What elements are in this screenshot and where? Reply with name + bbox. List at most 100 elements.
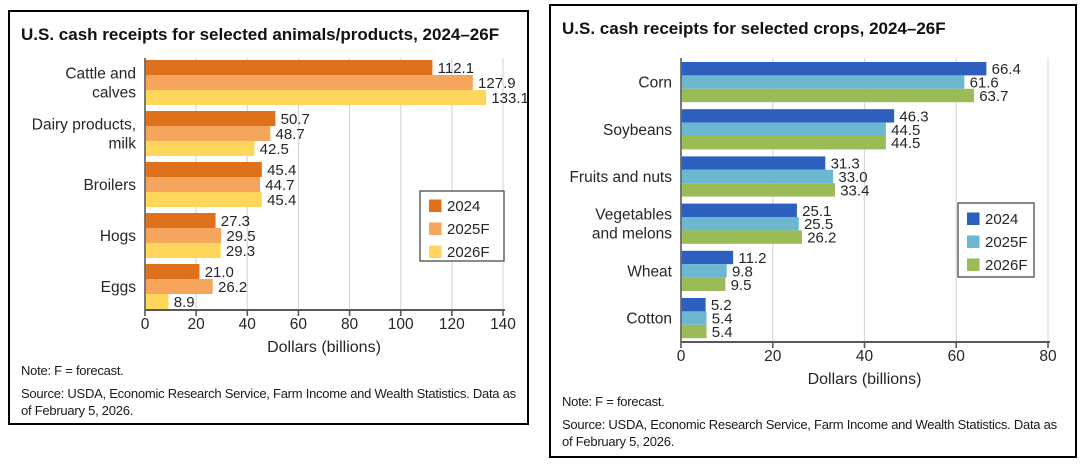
bar-value-label: 29.3 (226, 243, 255, 260)
x-axis-title: Dollars (billions) (808, 371, 922, 388)
bar-value-label: 50.7 (281, 111, 310, 128)
bar (145, 141, 255, 156)
bar-value-label: 61.6 (970, 75, 999, 92)
bar (681, 169, 834, 184)
animals-chart-title: U.S. cash receipts for selected animals/… (21, 25, 500, 44)
bar-value-label: 9.5 (731, 277, 752, 294)
legend-swatch (429, 222, 442, 235)
bar (145, 279, 213, 294)
bar (145, 264, 200, 279)
tick-label: 0 (141, 316, 150, 333)
category-label: Fruits and nuts (569, 169, 672, 186)
bar-value-label: 25.1 (802, 203, 831, 220)
bar-value-label: 5.2 (711, 297, 732, 314)
category-label: and melons (592, 226, 672, 243)
bar (145, 75, 473, 90)
bar-value-label: 42.5 (260, 141, 289, 158)
bar-value-label: 26.2 (218, 279, 247, 296)
animals-source: Source: USDA, Economic Research Service,… (21, 386, 516, 418)
bar-value-label: 31.3 (831, 156, 860, 173)
tick-label: 20 (764, 348, 782, 365)
category-label: Vegetables (595, 207, 672, 224)
bar-value-label: 127.9 (478, 75, 516, 92)
bar-value-label: 133.1 (491, 90, 527, 107)
bar-value-label: 8.9 (174, 294, 195, 311)
bar (681, 88, 974, 103)
bar-value-label: 26.2 (807, 230, 836, 247)
crops-bar-chart: Corn66.461.663.7Soybeans46.344.544.5Frui… (569, 58, 1057, 388)
bar (681, 298, 706, 312)
tick-label: 120 (439, 316, 465, 333)
legend-label: 2026F (447, 244, 490, 261)
bar (681, 122, 886, 136)
category-label: calves (92, 85, 136, 102)
legend-label: 2024 (985, 211, 1018, 228)
category-label: Eggs (101, 279, 137, 296)
category-label: Dairy products, (32, 117, 136, 134)
crops-chart-panel: U.S. cash receipts for selected crops, 2… (549, 4, 1077, 458)
bar-value-label: 63.7 (979, 88, 1008, 105)
bar-value-label: 45.4 (267, 192, 296, 209)
bar (681, 217, 799, 231)
bar (145, 177, 261, 192)
bar (681, 277, 726, 291)
category-label: Soybeans (603, 122, 672, 139)
tick-label: 60 (948, 348, 966, 365)
x-axis-title: Dollars (billions) (267, 339, 381, 356)
bar-value-label: 66.4 (992, 61, 1021, 78)
bar (145, 192, 262, 207)
tick-label: 100 (388, 316, 414, 333)
bar-value-label: 46.3 (899, 108, 928, 125)
bar-value-label: 44.5 (891, 135, 920, 152)
bar-value-label: 5.4 (712, 324, 733, 341)
legend-label: 2025F (447, 221, 490, 238)
legend-swatch (967, 258, 980, 271)
bar-value-label: 25.5 (804, 216, 833, 233)
bar-value-label: 33.4 (840, 182, 869, 199)
bar-value-label: 112.1 (438, 60, 474, 77)
bar (681, 183, 835, 197)
legend-label: 2024 (447, 198, 480, 215)
bar (681, 311, 707, 325)
bar (145, 162, 262, 177)
bar (681, 156, 826, 170)
bar (145, 60, 433, 75)
bar (681, 62, 987, 76)
tick-label: 140 (490, 316, 516, 333)
tick-label: 60 (290, 316, 308, 333)
bar (145, 90, 487, 105)
legend-label: 2025F (985, 234, 1028, 251)
bar-value-label: 48.7 (276, 126, 305, 143)
category-label: Cattle and (65, 66, 136, 83)
crops-chart-title: U.S. cash receipts for selected crops, 2… (562, 19, 946, 38)
category-label: Wheat (627, 263, 672, 280)
bar (145, 213, 216, 228)
animals-note: Note: F = forecast. (21, 363, 124, 378)
bar (681, 203, 797, 217)
bar-value-label: 44.5 (891, 122, 920, 139)
legend-swatch (429, 245, 442, 258)
bar (145, 294, 169, 309)
bar (681, 109, 895, 123)
bar (681, 250, 734, 265)
bar (681, 324, 707, 339)
legend-swatch (429, 199, 442, 212)
bar-value-label: 11.2 (738, 250, 766, 267)
legend-swatch (967, 212, 980, 225)
tick-label: 80 (1039, 348, 1057, 365)
tick-label: 40 (856, 348, 874, 365)
bar-value-label: 45.4 (267, 162, 296, 179)
tick-label: 20 (188, 316, 206, 333)
legend-label: 2026F (985, 257, 1028, 274)
crops-note: Note: F = forecast. (562, 394, 665, 409)
bar (681, 75, 965, 89)
tick-label: 40 (239, 316, 257, 333)
tick-label: 0 (677, 348, 686, 365)
bar-value-label: 27.3 (221, 213, 250, 230)
bar (145, 111, 276, 126)
category-label: Hogs (100, 228, 136, 245)
bar-value-label: 44.7 (265, 177, 294, 194)
bar (681, 264, 727, 278)
crops-source: Source: USDA, Economic Research Service,… (562, 417, 1057, 449)
